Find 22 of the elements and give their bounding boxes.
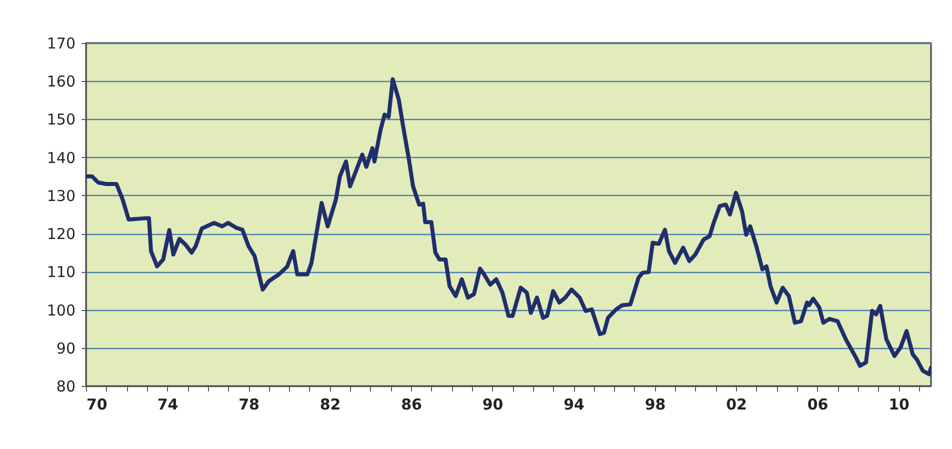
y-tick-label: 140 — [46, 148, 76, 167]
x-tick-label: 74 — [157, 396, 178, 414]
line-series — [86, 77, 931, 376]
x-tick-label: 10 — [888, 396, 910, 414]
x-tick-label: 70 — [86, 396, 108, 414]
y-tick-label: 110 — [46, 263, 76, 282]
x-tick-label: 90 — [482, 396, 504, 414]
y-tick-label: 100 — [46, 301, 76, 320]
x-tick-label: 78 — [238, 396, 260, 414]
y-tick-label: 170 — [46, 34, 76, 52]
y-tick-label: 120 — [46, 225, 76, 244]
y-tick-label: 90 — [56, 339, 76, 358]
x-tick-label: 94 — [564, 396, 584, 414]
x-tick-label: 82 — [320, 396, 341, 414]
y-tick-label: 130 — [46, 186, 76, 205]
y-tick-label: 160 — [46, 72, 76, 91]
x-tick-label: 98 — [644, 396, 666, 414]
x-tick-label: 86 — [401, 396, 422, 414]
y-tick-label: 80 — [56, 378, 76, 396]
x-tick-label: 02 — [726, 396, 747, 414]
x-tick-label: 06 — [807, 396, 828, 414]
y-tick-label: 150 — [46, 110, 76, 129]
